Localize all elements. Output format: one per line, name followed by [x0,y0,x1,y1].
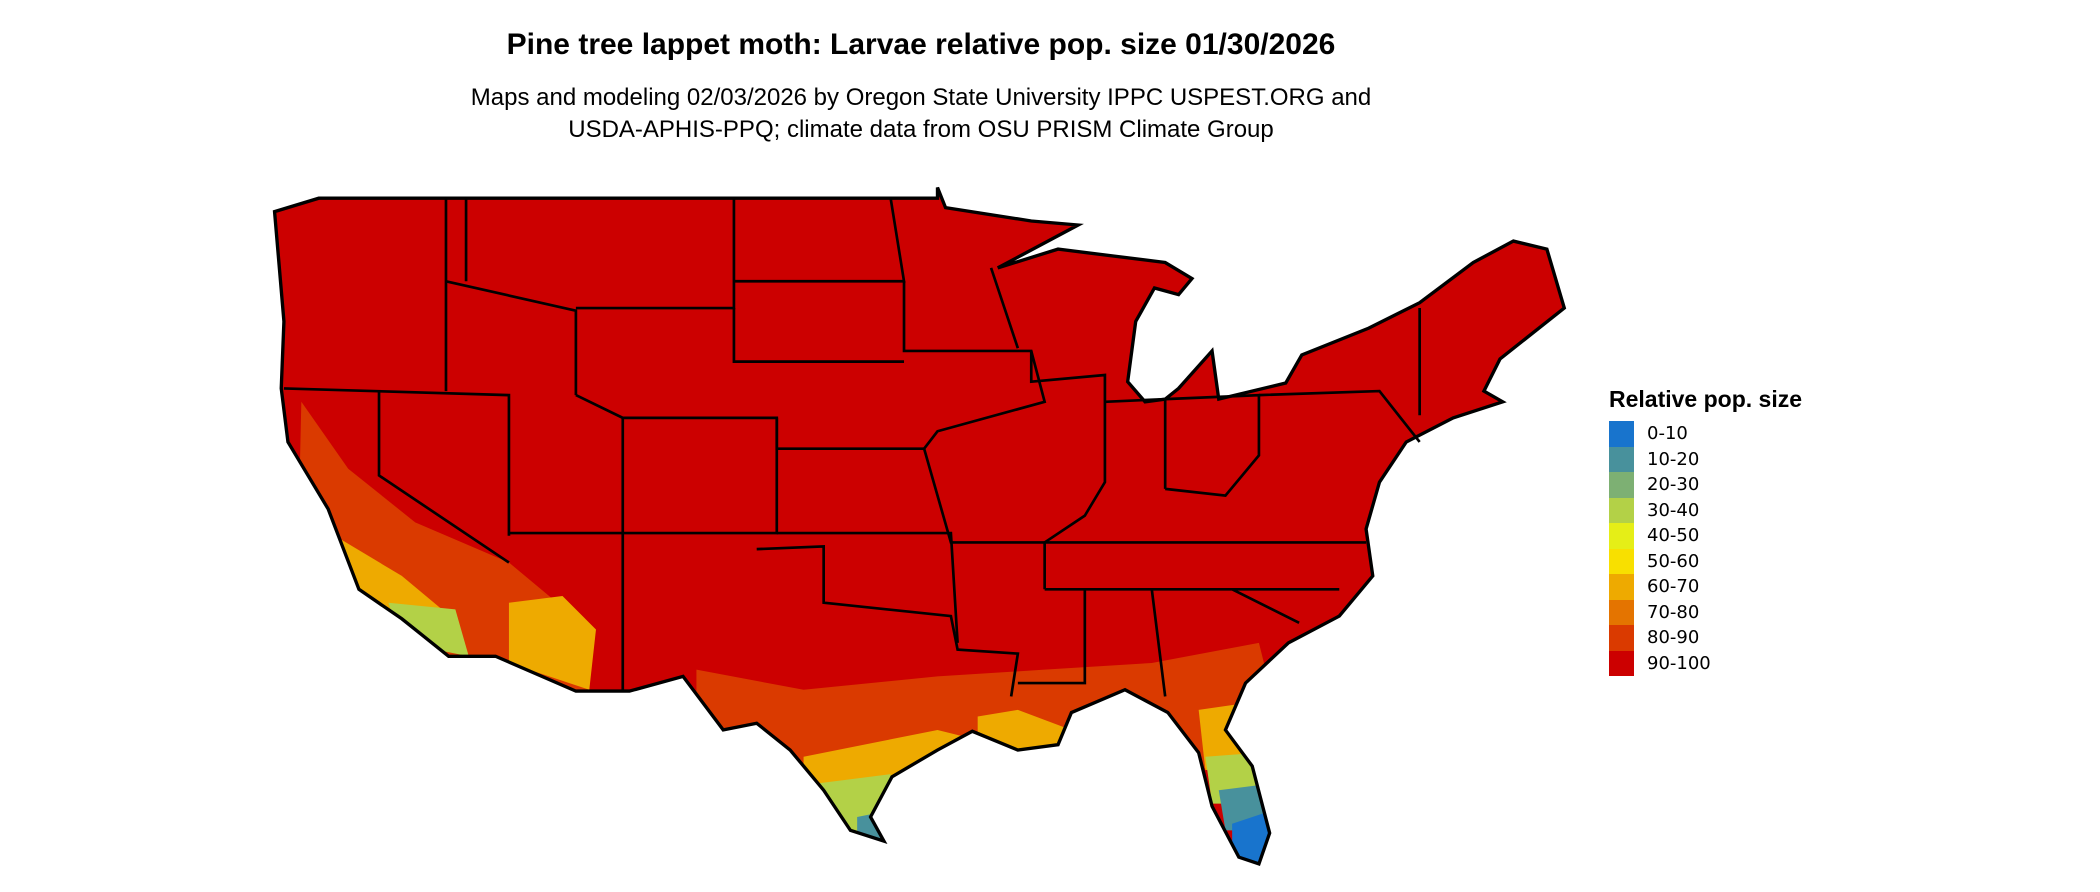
map-title: Pine tree lappet moth: Larvae relative p… [506,28,1336,61]
legend-swatch [1609,523,1634,549]
map-subtitle-line-2: USDA-APHIS-PPQ; climate data from OSU PR… [568,116,1274,143]
legend-item: 30-40 [1609,497,1802,523]
legend-swatch [1609,574,1634,600]
legend-label: 80-90 [1647,627,1700,649]
legend-swatch [1609,472,1634,498]
legend-title: Relative pop. size [1609,386,1803,412]
legend-item: 50-60 [1609,548,1802,574]
legend-label: 50-60 [1647,550,1700,572]
legend-label: 40-50 [1647,525,1700,547]
legend-label: 70-80 [1647,601,1700,623]
legend-item: 10-20 [1609,446,1802,472]
legend-swatch [1609,497,1634,523]
legend-item: 40-50 [1609,523,1802,549]
legend-swatch [1609,625,1634,651]
zone-60-70-arizona [508,596,596,690]
map-subtitle-line-1: Maps and modeling 02/03/2026 by Oregon S… [470,84,1372,111]
legend-label: 0-10 [1647,423,1688,445]
legend: Relative pop. size 0-10 10-20 20-30 30-40 40… [1609,386,1802,676]
legend-swatch [1609,421,1634,447]
legend-swatch [1609,446,1634,472]
legend-item: 70-80 [1609,599,1802,625]
legend-swatch [1609,548,1634,574]
legend-items: 0-10 10-20 20-30 30-40 40-50 50-60 60-70 70-80 8… [1609,421,1802,676]
legend-item: 90-100 [1609,650,1802,676]
legend-label: 20-30 [1647,474,1700,496]
state-borders [283,198,1421,697]
legend-label: 30-40 [1647,499,1700,521]
legend-item: 0-10 [1609,421,1802,447]
legend-label: 10-20 [1647,448,1700,470]
legend-label: 60-70 [1647,576,1700,598]
legend-swatch [1609,650,1634,676]
legend-item: 80-90 [1609,625,1802,651]
legend-label: 90-100 [1647,652,1711,674]
legend-item: 60-70 [1609,574,1802,600]
legend-item: 20-30 [1609,472,1802,498]
legend-swatch [1609,599,1634,625]
